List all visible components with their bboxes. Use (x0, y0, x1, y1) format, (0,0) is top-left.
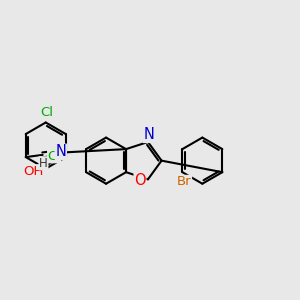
Text: N: N (143, 128, 154, 142)
Text: OH: OH (23, 165, 44, 178)
Text: O: O (134, 173, 146, 188)
Text: Br: Br (177, 176, 191, 188)
Text: Cl: Cl (40, 106, 53, 119)
Text: H: H (39, 157, 48, 170)
Text: N: N (56, 144, 66, 159)
Text: Cl: Cl (48, 150, 61, 163)
